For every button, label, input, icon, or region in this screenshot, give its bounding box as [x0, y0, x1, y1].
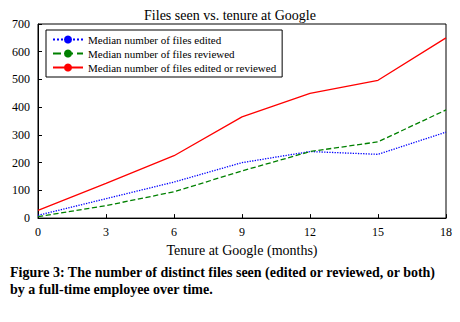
svg-text:Tenure at Google (months): Tenure at Google (months)	[166, 243, 317, 259]
svg-text:200: 200	[12, 156, 30, 170]
svg-text:12: 12	[304, 225, 316, 239]
svg-text:Files seen vs. tenure at Googl: Files seen vs. tenure at Google	[144, 8, 316, 23]
svg-text:0: 0	[24, 211, 30, 225]
svg-text:Median number of files edited: Median number of files edited	[88, 34, 222, 46]
svg-text:400: 400	[12, 100, 30, 114]
svg-text:Median number of files reviewe: Median number of files reviewed	[88, 48, 235, 60]
svg-text:3: 3	[103, 225, 109, 239]
svg-text:300: 300	[12, 128, 30, 142]
html-text:Figure 3: The number of distin: Figure 3: The number of distinct files s…	[10, 265, 435, 297]
svg-text:9: 9	[239, 225, 245, 239]
svg-text:Median number of files edited: Median number of files edited or reviewe…	[88, 62, 277, 74]
svg-text:0: 0	[35, 225, 41, 239]
svg-text:6: 6	[171, 225, 177, 239]
svg-text:100: 100	[12, 183, 30, 197]
svg-text:600: 600	[12, 45, 30, 59]
svg-text:15: 15	[372, 225, 384, 239]
svg-text:700: 700	[12, 17, 30, 31]
svg-text:18: 18	[440, 225, 452, 239]
svg-text:500: 500	[12, 72, 30, 86]
